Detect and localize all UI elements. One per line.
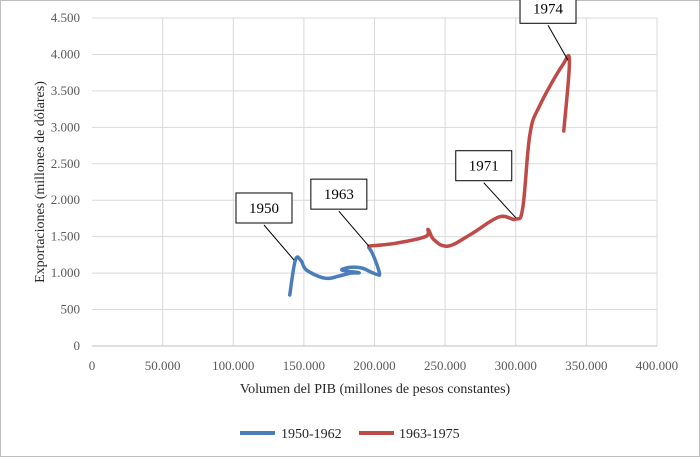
- y-tick-label: 3.000: [51, 119, 80, 134]
- legend-label-1950-1962: 1950-1962: [281, 427, 342, 442]
- y-axis-ticks: 0 500 1.000 1.500 2.000 2.500 3.000 3.500 4.000 4…: [51, 10, 80, 353]
- y-tick-label: 2.000: [51, 192, 80, 207]
- y-tick-label: 0: [74, 338, 81, 353]
- x-tick-label: 100.000: [212, 358, 254, 373]
- y-tick-label: 4.000: [51, 46, 80, 61]
- x-tick-label: 150.000: [283, 358, 325, 373]
- callouts: 1950 1963 1971 1974: [235, 0, 577, 261]
- callout-box: [519, 0, 577, 24]
- callout-1974: 1974: [519, 0, 577, 61]
- x-axis-ticks: 0 50.000 100.000 150.000 200.000 250.000 300.0…: [89, 358, 678, 373]
- callout-label: 1950: [249, 201, 279, 217]
- y-tick-label: 3.500: [51, 83, 80, 98]
- x-axis-title: Volumen del PIB (millones de pesos const…: [240, 382, 511, 397]
- callout-leader: [263, 224, 295, 261]
- callout-leader: [483, 182, 517, 219]
- x-tick-label: 250.000: [424, 358, 466, 373]
- x-tick-label: 400.000: [636, 358, 678, 373]
- y-tick-label: 2.500: [51, 156, 80, 171]
- series-layer: [288, 53, 572, 297]
- callout-box: [455, 150, 513, 182]
- x-tick-label: 0: [89, 358, 96, 373]
- x-tick-label: 50.000: [145, 358, 181, 373]
- legend-label-1963-1975: 1963-1975: [399, 427, 460, 442]
- callout-leader: [338, 210, 370, 247]
- series-line-1950-1962: [288, 245, 382, 297]
- x-tick-label: 350.000: [565, 358, 607, 373]
- y-tick-label: 1.500: [51, 229, 80, 244]
- callout-label: 1974: [533, 1, 564, 17]
- callout-leader: [547, 25, 569, 61]
- callout-label: 1963: [324, 187, 354, 203]
- callout-1963: 1963: [310, 178, 370, 247]
- grid: [92, 17, 658, 346]
- y-tick-label: 4.500: [51, 10, 80, 25]
- callout-label: 1971: [469, 159, 499, 175]
- y-tick-label: 500: [61, 302, 81, 317]
- y-tick-label: 1.000: [51, 265, 80, 280]
- x-tick-label: 200.000: [353, 358, 395, 373]
- callout-box: [235, 192, 293, 224]
- callout-1971: 1971: [455, 150, 517, 219]
- legend: 1950-1962 1963-1975: [240, 427, 460, 442]
- y-axis-title: Exportaciones (millones de dólares): [33, 81, 48, 283]
- callout-box: [310, 178, 368, 210]
- x-tick-label: 300.000: [495, 358, 537, 373]
- series-line-1963-1975: [367, 53, 572, 248]
- callout-1950: 1950: [235, 192, 295, 261]
